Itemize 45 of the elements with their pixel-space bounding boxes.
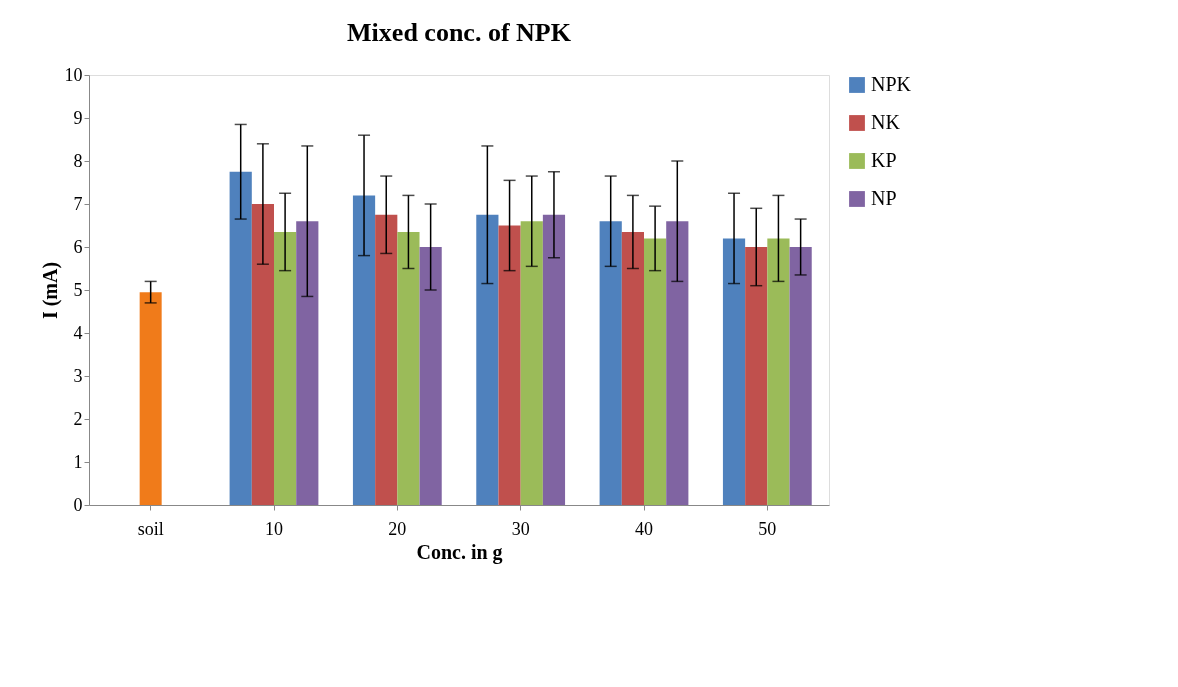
bar [722, 238, 746, 505]
bar [542, 214, 566, 505]
x-tick-label: 50 [758, 518, 777, 539]
x-tick-label: 20 [388, 518, 407, 539]
x-tick-label: 10 [265, 518, 283, 539]
bar [397, 231, 420, 505]
y-axis-title: I (mA) [38, 261, 62, 320]
bar [476, 214, 499, 505]
bar [375, 214, 398, 505]
x-axis-title: Conc. in g [416, 540, 503, 564]
bar [666, 221, 689, 505]
x-tick-label: 40 [635, 518, 653, 539]
bar [352, 195, 376, 505]
bar [296, 221, 319, 505]
y-tick-label: 2 [73, 408, 83, 429]
chart-title: Mixed conc. of NPK [347, 18, 572, 47]
y-tick-label: 0 [73, 494, 83, 515]
bar [498, 225, 521, 505]
x-tick-label: soil [137, 518, 164, 539]
bar [251, 204, 274, 505]
bar [644, 238, 667, 505]
legend-label: KP [871, 149, 897, 171]
bar [621, 231, 644, 505]
bar [767, 238, 790, 505]
y-tick-label: 8 [73, 150, 83, 171]
legend-label: NP [871, 187, 897, 209]
y-tick-label: 1 [73, 451, 83, 472]
bar [139, 292, 162, 505]
y-tick-label: 10 [64, 64, 83, 85]
y-tick-label: 7 [73, 193, 83, 214]
y-tick-label: 9 [73, 107, 83, 128]
legend-label: NK [871, 111, 901, 133]
bar [274, 231, 297, 505]
x-tick-label: 30 [511, 518, 530, 539]
bar [745, 247, 768, 505]
bar [229, 171, 252, 505]
legend-label: NPK [871, 73, 912, 95]
bar [789, 247, 812, 505]
y-tick-label: 4 [73, 322, 83, 343]
y-tick-label: 6 [73, 236, 83, 257]
bar [419, 247, 442, 505]
y-tick-label: 5 [73, 279, 83, 300]
bar [599, 221, 622, 505]
y-tick-label: 3 [73, 365, 83, 386]
bar [520, 221, 543, 505]
